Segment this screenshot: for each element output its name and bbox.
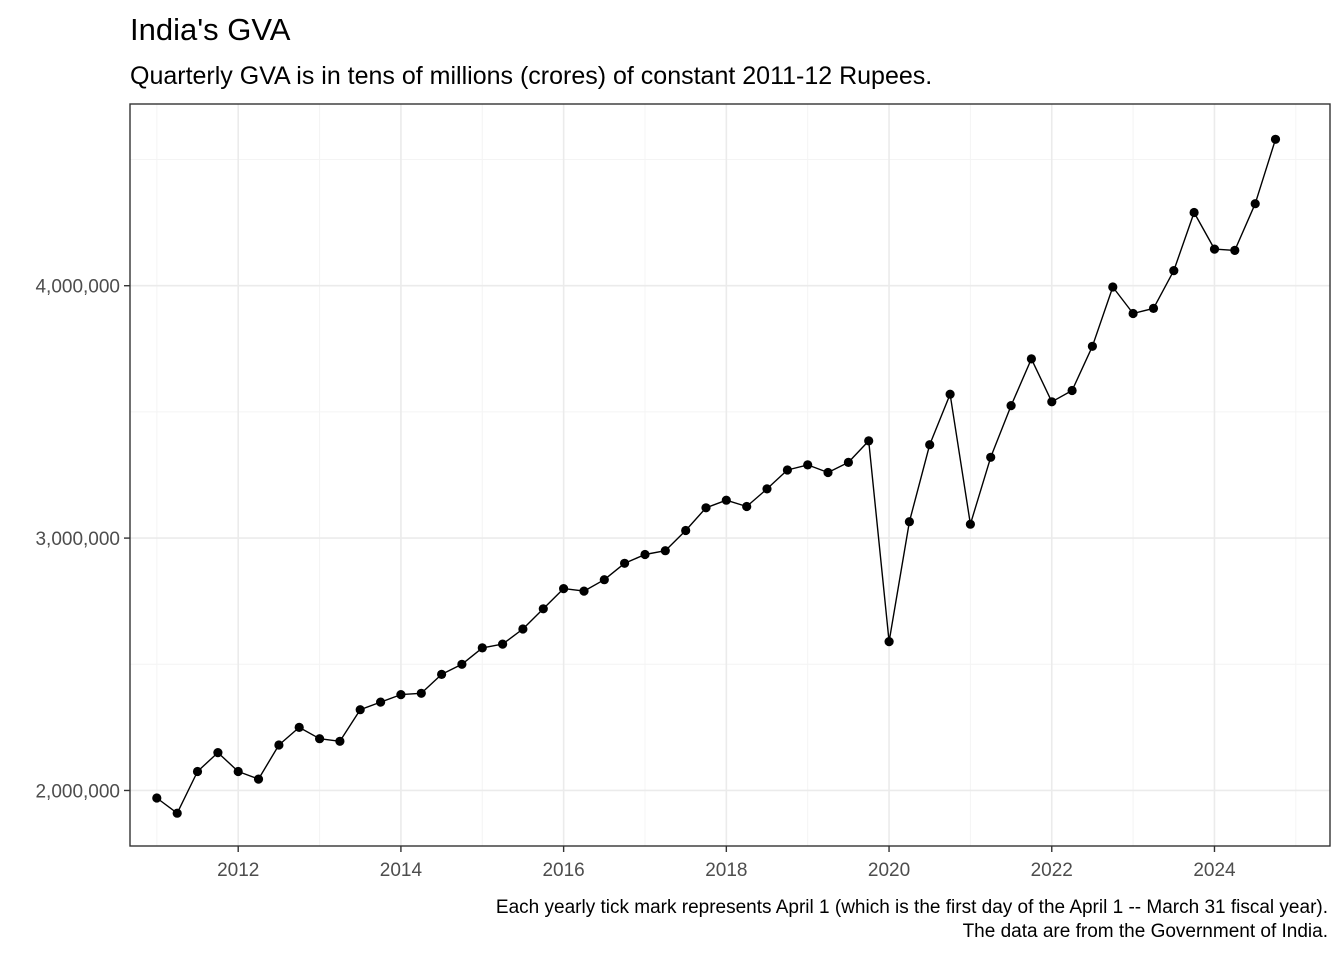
data-point: [538, 604, 548, 614]
data-point: [477, 643, 487, 653]
data-point: [457, 659, 467, 669]
data-point: [701, 503, 711, 513]
data-points: [152, 134, 1281, 818]
data-point: [233, 766, 243, 777]
data-point: [376, 697, 386, 707]
data-point: [396, 690, 406, 700]
data-point: [986, 452, 996, 462]
data-point: [884, 637, 894, 647]
data-point: [1006, 401, 1016, 411]
data-point: [335, 736, 345, 746]
data-point: [599, 575, 609, 585]
caption-line-1: Each yearly tick mark represents April 1…: [495, 897, 1328, 918]
data-point: [1270, 134, 1281, 144]
data-point: [1230, 245, 1240, 255]
data-point: [1128, 308, 1138, 319]
data-point: [518, 624, 528, 634]
x-tick-label: 2020: [868, 860, 910, 881]
data-point: [843, 457, 854, 467]
plot-panel-border: [129, 103, 1331, 847]
x-tick-label: 2014: [380, 860, 423, 881]
data-point: [1209, 244, 1220, 254]
data-point: [172, 808, 182, 818]
data-point: [1148, 303, 1159, 313]
data-point: [1189, 207, 1199, 218]
chart-title: India's GVA: [130, 12, 291, 47]
major-gridlines: [130, 104, 1330, 846]
series-line: [156, 139, 1277, 814]
y-axis: 2,000,000 3,000,000 4,000,000: [35, 277, 130, 802]
data-point: [294, 722, 304, 733]
data-point: [640, 549, 650, 560]
data-point: [559, 584, 569, 594]
data-point: [742, 501, 752, 512]
y-tick-label: 4,000,000: [35, 277, 120, 298]
x-tick-label: 2016: [542, 860, 584, 881]
data-point: [1026, 354, 1036, 364]
data-point: [620, 558, 630, 568]
data-point: [803, 460, 813, 470]
data-point: [762, 484, 772, 494]
data-point: [579, 586, 589, 596]
data-point: [192, 766, 203, 777]
data-point: [945, 389, 955, 399]
x-axis: 2012 2014 2016 2018 2020 2022 2024: [217, 846, 1236, 881]
data-point: [1169, 266, 1179, 276]
chart-subtitle: Quarterly GVA is in tens of millions (cr…: [130, 62, 933, 90]
y-tick-label: 2,000,000: [35, 781, 120, 802]
x-tick-label: 2012: [217, 860, 259, 881]
data-point: [782, 465, 793, 475]
data-point: [1250, 199, 1260, 209]
minor-gridlines: [130, 104, 1330, 846]
data-point: [152, 793, 162, 803]
data-point: [253, 774, 264, 784]
data-point: [213, 748, 223, 758]
data-point: [823, 467, 833, 478]
chart-caption: Each yearly tick mark represents April 1…: [496, 896, 1328, 944]
caption-line-2: The data are from the Government of Indi…: [962, 921, 1328, 942]
data-point: [904, 517, 915, 527]
data-point: [1087, 341, 1097, 351]
data-point: [1047, 397, 1057, 407]
data-point: [274, 740, 284, 750]
data-point: [681, 525, 691, 536]
data-point: [965, 519, 976, 529]
data-point: [925, 440, 935, 450]
y-tick-label: 3,000,000: [35, 529, 120, 550]
x-tick-label: 2022: [1031, 860, 1073, 881]
x-tick-label: 2018: [705, 860, 747, 881]
data-point: [1067, 385, 1077, 396]
series-line-group: [156, 139, 1277, 814]
data-point: [416, 688, 426, 698]
x-tick-label: 2024: [1193, 860, 1236, 881]
data-point: [315, 734, 325, 744]
data-point: [355, 705, 365, 715]
data-point: [437, 669, 447, 680]
data-point: [1108, 282, 1118, 292]
data-point: [721, 495, 731, 505]
data-point: [864, 436, 874, 446]
data-point: [660, 546, 670, 556]
data-point: [498, 639, 508, 649]
